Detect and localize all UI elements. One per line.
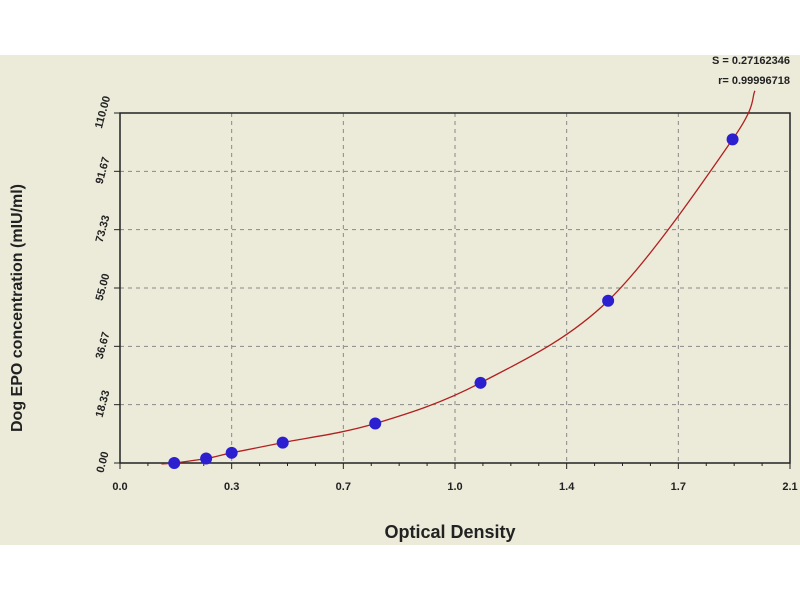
x-tick-label: 0.7 xyxy=(336,481,351,493)
y-axis-label: Dog EPO concentration (mIU/ml) xyxy=(9,184,26,432)
x-tick-label: 1.4 xyxy=(559,481,575,493)
y-tick-label: 110.00 xyxy=(93,95,113,130)
x-tick-label: 1.0 xyxy=(447,481,462,493)
y-tick-label: 0.00 xyxy=(95,450,112,474)
x-tick-label: 1.7 xyxy=(671,481,686,493)
r-statistic: r= 0.99996718 xyxy=(718,75,790,87)
data-point xyxy=(200,452,213,465)
y-tick-label: 73.33 xyxy=(94,214,113,244)
data-point xyxy=(726,133,739,146)
fit-curve xyxy=(161,90,756,465)
data-point xyxy=(276,436,289,449)
data-point xyxy=(602,294,615,307)
x-axis-label: Optical Density xyxy=(384,522,515,542)
x-tick-label: 0.3 xyxy=(224,481,239,493)
data-point xyxy=(474,376,487,389)
y-tick-label: 36.67 xyxy=(94,331,113,361)
y-tick-label: 18.33 xyxy=(94,389,113,419)
y-tick-label: 91.67 xyxy=(94,156,113,186)
data-point xyxy=(168,457,181,469)
data-point xyxy=(369,417,382,430)
x-tick-label: 0.0 xyxy=(112,481,127,493)
x-tick-label: 2.1 xyxy=(782,481,797,493)
data-point xyxy=(225,446,238,459)
y-tick-label: 55.00 xyxy=(94,272,113,302)
s-statistic: S = 0.27162346 xyxy=(712,55,790,67)
